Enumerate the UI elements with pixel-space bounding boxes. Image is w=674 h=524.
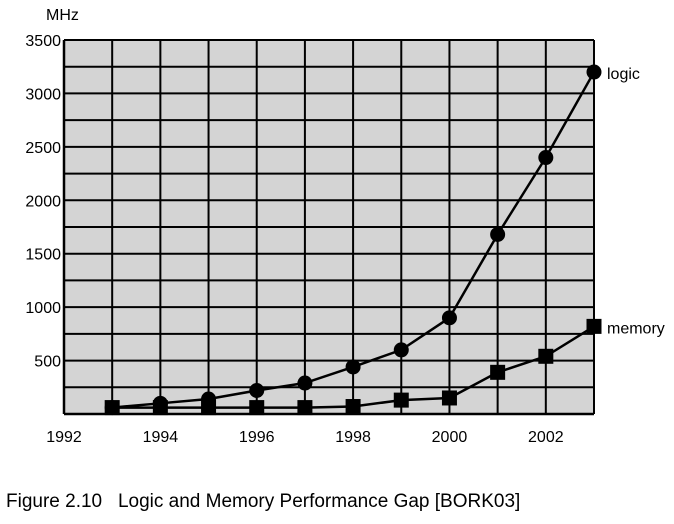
series-labels: logic memory [607,66,665,337]
memory-point [297,400,313,416]
figure-caption: Figure 2.10 Logic and Memory Performance… [6,491,521,512]
logic-point [538,150,554,166]
memory-point [490,364,506,380]
y-tick-label: 500 [34,354,61,371]
memory-point [441,390,457,406]
y-tick-label: 2500 [25,140,61,157]
x-tick-label: 2002 [528,429,564,446]
x-tick-label: 1992 [46,429,82,446]
tick-labels: 500 1000 1500 2000 2500 3000 3500 1992 1994 1996 1… [25,33,563,446]
logic-point [441,310,457,326]
y-axis-unit-label: MHz [46,7,79,24]
logic-point [490,226,506,242]
logic-point [586,64,602,80]
x-tick-label: 2000 [432,429,468,446]
memory-point [104,400,120,416]
logic-point [345,359,361,375]
x-tick-label: 1998 [335,429,371,446]
logic-point [393,342,409,358]
x-tick-label: 1996 [239,429,275,446]
axes [62,40,595,416]
y-tick-label: 2000 [25,193,61,210]
y-tick-label: 3500 [25,33,61,50]
memory-point [345,399,361,415]
y-tick-label: 1000 [25,300,61,317]
series-markers [104,64,602,416]
series-label-memory: memory [607,320,665,337]
grid [64,39,594,414]
x-tick-label: 1994 [143,429,179,446]
memory-point [538,348,554,364]
y-tick-label: 3000 [25,86,61,103]
memory-point [586,318,602,334]
memory-point [201,400,217,416]
memory-point [393,392,409,408]
logic-point [297,375,313,391]
logic-point [249,382,265,398]
memory-point [249,400,265,416]
y-tick-label: 1500 [25,247,61,264]
line-chart: 500 1000 1500 2000 2500 3000 3500 1992 1994 1996 1… [25,7,665,446]
series-label-logic: logic [607,66,640,83]
memory-point [152,400,168,416]
